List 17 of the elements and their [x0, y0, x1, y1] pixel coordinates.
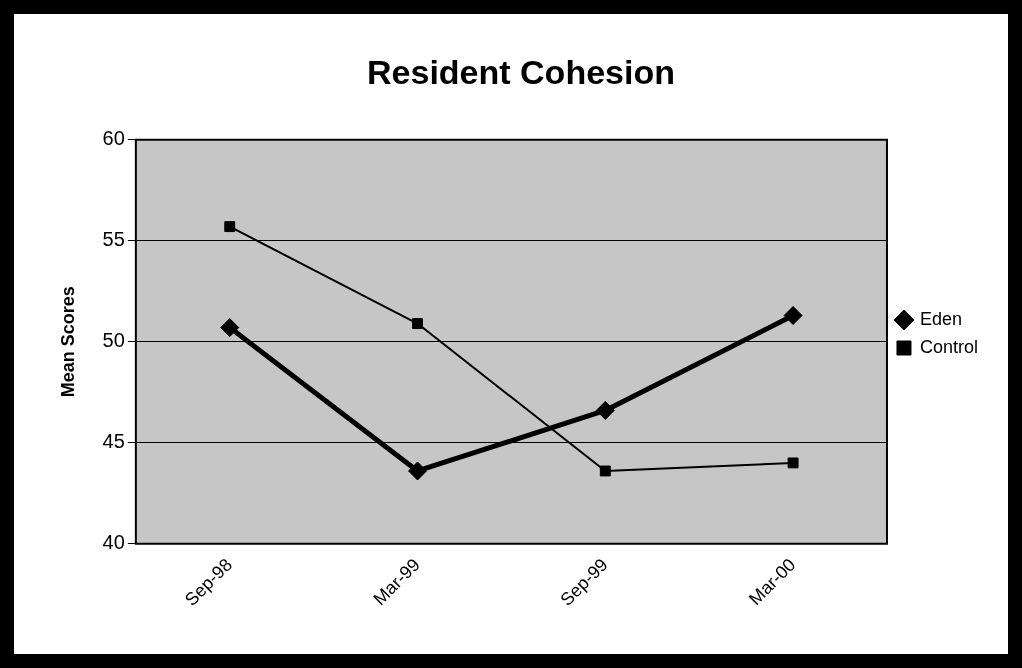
chart-title: Resident Cohesion	[367, 52, 675, 91]
point	[220, 318, 240, 338]
y-tick-label: 50	[102, 329, 125, 352]
point	[599, 465, 611, 477]
legend-label: Eden	[919, 308, 963, 329]
y-tick-label: 40	[102, 531, 125, 554]
point	[595, 400, 615, 420]
point	[412, 318, 423, 330]
y-tick-label: 45	[102, 430, 125, 453]
point	[408, 461, 428, 481]
y-tick-label: 55	[102, 228, 125, 251]
point	[783, 305, 803, 325]
legend-label: Control	[919, 336, 979, 357]
y-axis-title: Mean Scores	[57, 286, 78, 398]
point	[224, 221, 236, 233]
y-tick-label: 60	[102, 127, 125, 150]
point	[787, 457, 799, 469]
